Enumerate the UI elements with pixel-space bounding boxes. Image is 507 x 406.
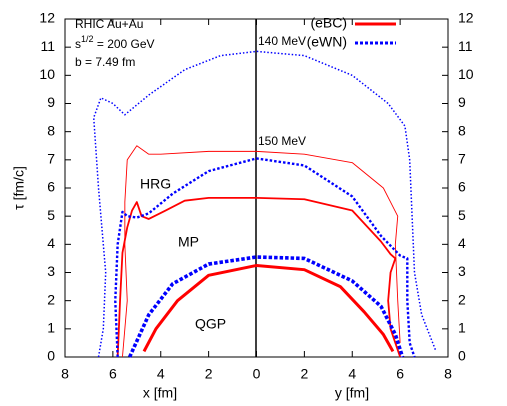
y2-tick-label: 9 — [458, 94, 466, 110]
y-tick-label: 11 — [40, 38, 55, 54]
y-tick-label: 10 — [39, 66, 55, 82]
y-tick-label: 1 — [47, 320, 55, 336]
y-tick-label: 0 — [47, 348, 55, 364]
y2-tick-label: 8 — [458, 122, 466, 138]
y2-tick-label: 7 — [458, 151, 466, 167]
contour-line — [114, 157, 416, 358]
y-axis-label: τ [fm/c] — [11, 166, 27, 210]
x-tick-label: 0 — [253, 366, 261, 382]
y2-tick-label: 12 — [458, 10, 474, 26]
y2-tick-label: 5 — [458, 207, 466, 223]
y2-tick-label: 4 — [458, 235, 466, 251]
annotation: 150 MeV — [258, 134, 306, 148]
annotation: s1/2 = 200 GeV — [75, 34, 155, 51]
x-tick-label: 6 — [109, 366, 117, 382]
contour-line — [92, 50, 437, 358]
y2-tick-label: 11 — [458, 38, 473, 54]
annotation: b = 7.49 fm — [75, 55, 135, 69]
y2-tick-label: 1 — [458, 320, 466, 336]
contour-line — [127, 255, 405, 358]
annotation-part: s — [75, 37, 81, 51]
y-tick-label: 12 — [39, 10, 55, 26]
y2-tick-label: 2 — [458, 291, 466, 307]
x-tick-label: 4 — [157, 366, 165, 382]
y2-tick-label: 3 — [458, 263, 466, 279]
y2-tick-label: 6 — [458, 179, 466, 195]
contour-line — [122, 145, 401, 358]
x-tick-label: 2 — [205, 366, 213, 382]
y-tick-label: 8 — [47, 122, 55, 138]
x-tick-label: 2 — [300, 366, 308, 382]
y-tick-label: 5 — [47, 207, 55, 223]
x-tick-label: 8 — [61, 366, 69, 382]
y-tick-label: 9 — [47, 94, 55, 110]
y2-tick-label: 0 — [458, 348, 466, 364]
annotation-part: = 200 GeV — [94, 37, 155, 51]
legend-label: (eBC) — [310, 15, 347, 31]
y-tick-label: 6 — [47, 179, 55, 195]
annotation: RHIC Au+Au — [75, 17, 143, 31]
y-tick-label: 4 — [47, 235, 55, 251]
x-tick-label: 8 — [444, 366, 452, 382]
annotation: QGP — [195, 316, 226, 332]
x-axis-label: y [fm] — [335, 385, 369, 401]
y-tick-label: 2 — [47, 291, 55, 307]
y-tick-label: 3 — [47, 263, 55, 279]
x-tick-label: 4 — [348, 366, 356, 382]
legend-label: (eWN) — [307, 34, 347, 50]
x-tick-label: 6 — [396, 366, 404, 382]
annotation-superscript: 1/2 — [81, 34, 94, 44]
contour-line — [116, 196, 401, 358]
x-axis-label: x [fm] — [143, 385, 177, 401]
annotation: MP — [178, 234, 199, 250]
annotation: HRG — [140, 176, 171, 192]
contour-line — [142, 263, 395, 353]
annotation: 140 MeV — [258, 34, 306, 48]
y2-tick-label: 10 — [458, 66, 474, 82]
y-tick-label: 7 — [47, 151, 55, 167]
